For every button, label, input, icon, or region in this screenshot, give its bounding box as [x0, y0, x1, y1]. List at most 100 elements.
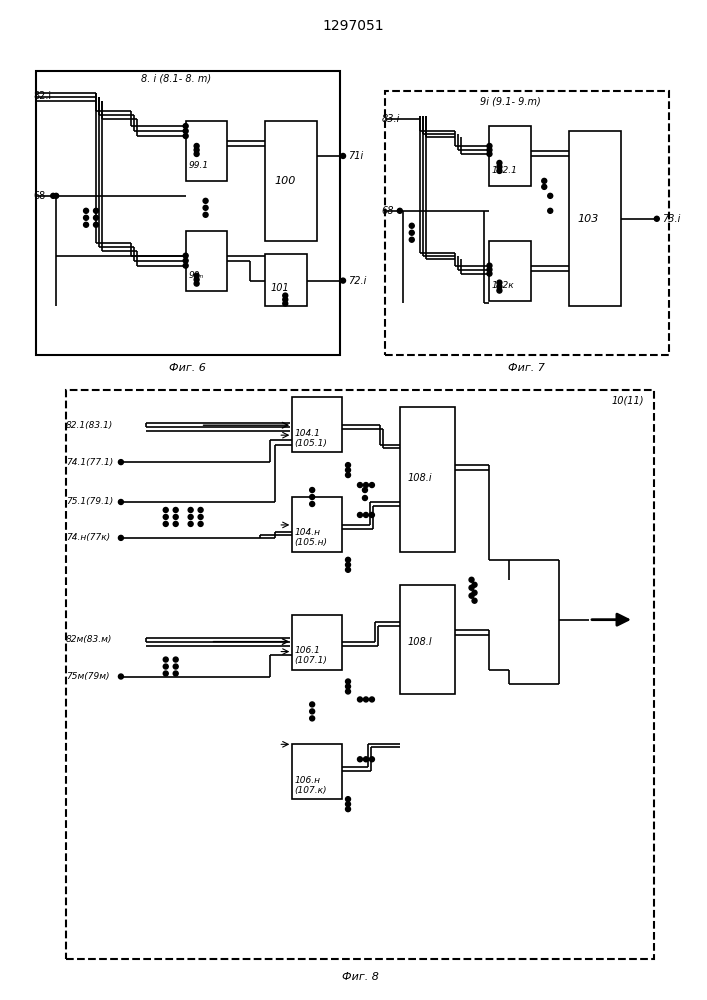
Circle shape [363, 697, 368, 702]
Circle shape [487, 267, 492, 272]
Circle shape [487, 143, 492, 148]
Circle shape [548, 208, 553, 213]
Bar [385, 91, 669, 355]
Text: 102к: 102к [491, 281, 514, 290]
Circle shape [346, 463, 351, 468]
Bar [292, 397, 342, 452]
Text: 99ₙ: 99ₙ [189, 271, 204, 280]
Circle shape [183, 124, 188, 129]
Bar [292, 497, 342, 552]
Circle shape [194, 151, 199, 156]
Circle shape [341, 153, 346, 158]
Circle shape [183, 129, 188, 134]
Bar [265, 254, 307, 306]
Circle shape [203, 205, 208, 210]
Text: 71i: 71i [348, 151, 363, 161]
Text: 108.i: 108.i [408, 473, 433, 483]
Circle shape [198, 514, 203, 519]
Text: 104.н: 104.н [294, 528, 320, 537]
Text: (105.1): (105.1) [294, 439, 327, 448]
Circle shape [409, 223, 414, 228]
Circle shape [203, 212, 208, 217]
Text: 68: 68 [33, 191, 45, 201]
Bar [489, 126, 531, 186]
Circle shape [183, 253, 188, 258]
Circle shape [363, 483, 368, 488]
Circle shape [188, 507, 193, 512]
Circle shape [54, 193, 59, 198]
Bar [36, 71, 340, 355]
Circle shape [363, 496, 368, 500]
Text: 106.н: 106.н [294, 776, 320, 785]
Circle shape [497, 160, 502, 165]
Circle shape [188, 521, 193, 526]
Circle shape [83, 215, 88, 220]
Circle shape [542, 184, 547, 189]
Circle shape [173, 507, 178, 512]
Circle shape [346, 802, 351, 807]
Circle shape [310, 709, 315, 714]
Circle shape [346, 557, 351, 562]
Text: 9i (9.1- 9.m): 9i (9.1- 9.m) [479, 96, 540, 106]
Circle shape [194, 273, 199, 278]
Circle shape [198, 507, 203, 512]
Bar [292, 744, 342, 799]
Bar [400, 585, 455, 694]
Circle shape [310, 716, 315, 721]
Circle shape [188, 514, 193, 519]
Circle shape [173, 514, 178, 519]
Circle shape [363, 488, 368, 493]
Circle shape [487, 147, 492, 152]
Text: 100: 100 [274, 176, 296, 186]
Circle shape [370, 483, 375, 488]
Circle shape [497, 280, 502, 285]
Circle shape [497, 288, 502, 293]
Circle shape [310, 495, 315, 500]
Circle shape [487, 271, 492, 276]
Circle shape [163, 507, 168, 512]
Circle shape [469, 577, 474, 582]
Circle shape [51, 193, 56, 198]
Text: Фиг. 6: Фиг. 6 [169, 363, 206, 373]
Text: 75.1(79.1): 75.1(79.1) [66, 497, 113, 506]
Text: 99.1: 99.1 [189, 161, 209, 170]
Circle shape [194, 281, 199, 286]
Circle shape [310, 488, 315, 493]
Circle shape [83, 208, 88, 213]
Circle shape [469, 585, 474, 590]
Circle shape [409, 230, 414, 235]
Circle shape [346, 679, 351, 684]
Text: 82м(83.м): 82м(83.м) [66, 635, 112, 644]
Circle shape [358, 757, 363, 762]
Text: 102.1: 102.1 [491, 166, 518, 175]
Circle shape [487, 263, 492, 268]
Circle shape [163, 514, 168, 519]
Circle shape [203, 198, 208, 203]
Circle shape [346, 684, 351, 689]
Circle shape [341, 278, 346, 283]
Circle shape [173, 671, 178, 676]
Text: 83.i: 83.i [382, 114, 400, 124]
Circle shape [497, 164, 502, 169]
Circle shape [346, 797, 351, 802]
Circle shape [548, 193, 553, 198]
Text: 10(11): 10(11) [612, 395, 644, 405]
Bar [569, 131, 621, 306]
Bar [186, 231, 228, 291]
Text: Фиг. 8: Фиг. 8 [341, 972, 378, 982]
Circle shape [409, 237, 414, 242]
Circle shape [346, 468, 351, 473]
Circle shape [358, 512, 363, 517]
Bar [400, 407, 455, 552]
Circle shape [397, 208, 402, 213]
Circle shape [310, 501, 315, 506]
Circle shape [119, 535, 124, 540]
Circle shape [173, 521, 178, 526]
Circle shape [370, 697, 375, 702]
Text: 104.1: 104.1 [294, 429, 320, 438]
Circle shape [194, 147, 199, 152]
Circle shape [194, 143, 199, 148]
Circle shape [472, 598, 477, 603]
Circle shape [283, 297, 288, 302]
Circle shape [119, 674, 124, 679]
